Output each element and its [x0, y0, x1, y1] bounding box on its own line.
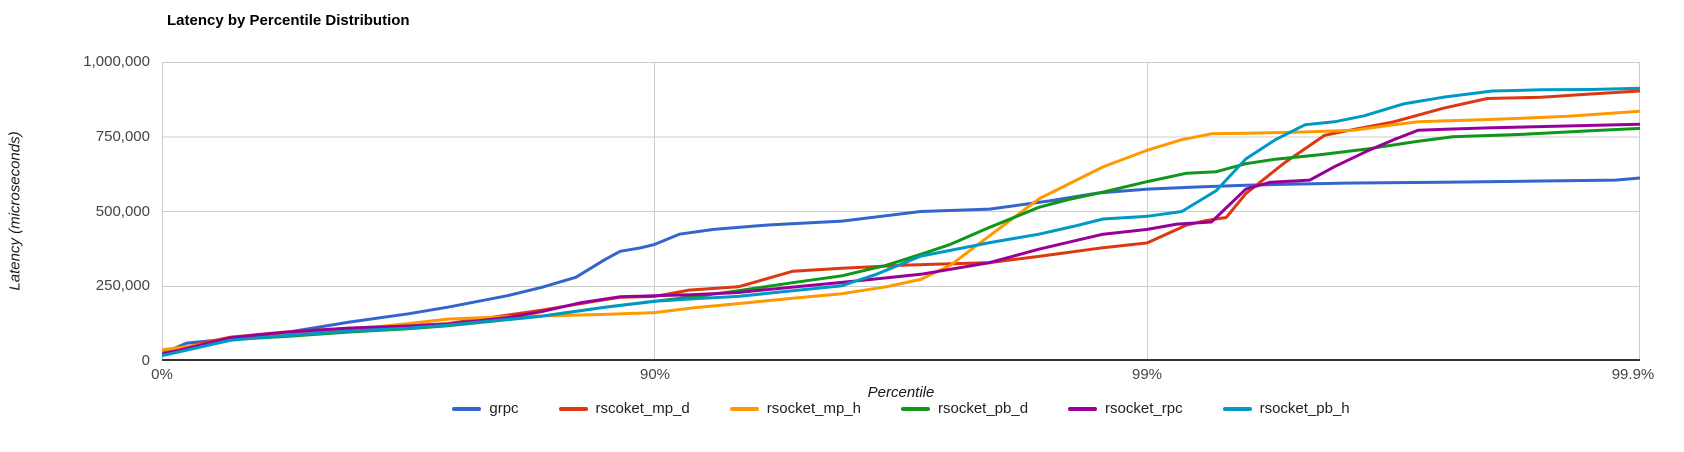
legend-label: rsocket_pb_h — [1259, 400, 1350, 417]
legend-item-rsocket-rpc[interactable]: rsocket_rpc — [1068, 400, 1183, 417]
x-tick-label: 99.9% — [1611, 366, 1655, 383]
legend-label: rsocket_rpc — [1105, 400, 1183, 417]
legend-label: rscoket_mp_d — [595, 400, 690, 417]
legend-label: rsocket_pb_d — [937, 400, 1029, 417]
legend-line-swatch-icon — [452, 406, 482, 411]
y-tick-label: 1,000,000 — [83, 53, 150, 70]
legend-item-grpc[interactable]: grpc — [452, 400, 519, 417]
y-tick-label: 0 — [141, 352, 150, 369]
legend-line-swatch-icon — [729, 406, 759, 411]
legend-line-swatch-icon — [1068, 406, 1098, 411]
plot-area[interactable] — [162, 62, 1640, 361]
legend-label: rsocket_mp_h — [766, 400, 861, 417]
chart-title: Latency by Percentile Distribution — [167, 12, 410, 29]
legend-line-swatch-icon — [558, 406, 588, 411]
legend-item-rsocket-mp-h[interactable]: rsocket_mp_h — [729, 400, 861, 417]
legend-item-rscoket-mp-d[interactable]: rscoket_mp_d — [558, 400, 690, 417]
y-tick-label: 250,000 — [95, 277, 150, 294]
legend-item-rsocket-pb-d[interactable]: rsocket_pb_d — [900, 400, 1029, 417]
x-axis-title: Percentile — [867, 384, 935, 401]
legend-item-rsocket-pb-h[interactable]: rsocket_pb_h — [1222, 400, 1350, 417]
legend-line-swatch-icon — [1222, 406, 1252, 411]
legend: grpc rscoket_mp_d rsocket_mp_h rsocket_p… — [162, 400, 1640, 417]
y-tick-label: 750,000 — [95, 128, 150, 145]
x-tick-label: 0% — [151, 366, 173, 383]
y-tick-label: 500,000 — [95, 203, 150, 220]
x-tick-label: 90% — [639, 366, 671, 383]
legend-label: grpc — [489, 400, 519, 417]
legend-line-swatch-icon — [900, 406, 930, 411]
x-tick-label: 99% — [1131, 366, 1163, 383]
